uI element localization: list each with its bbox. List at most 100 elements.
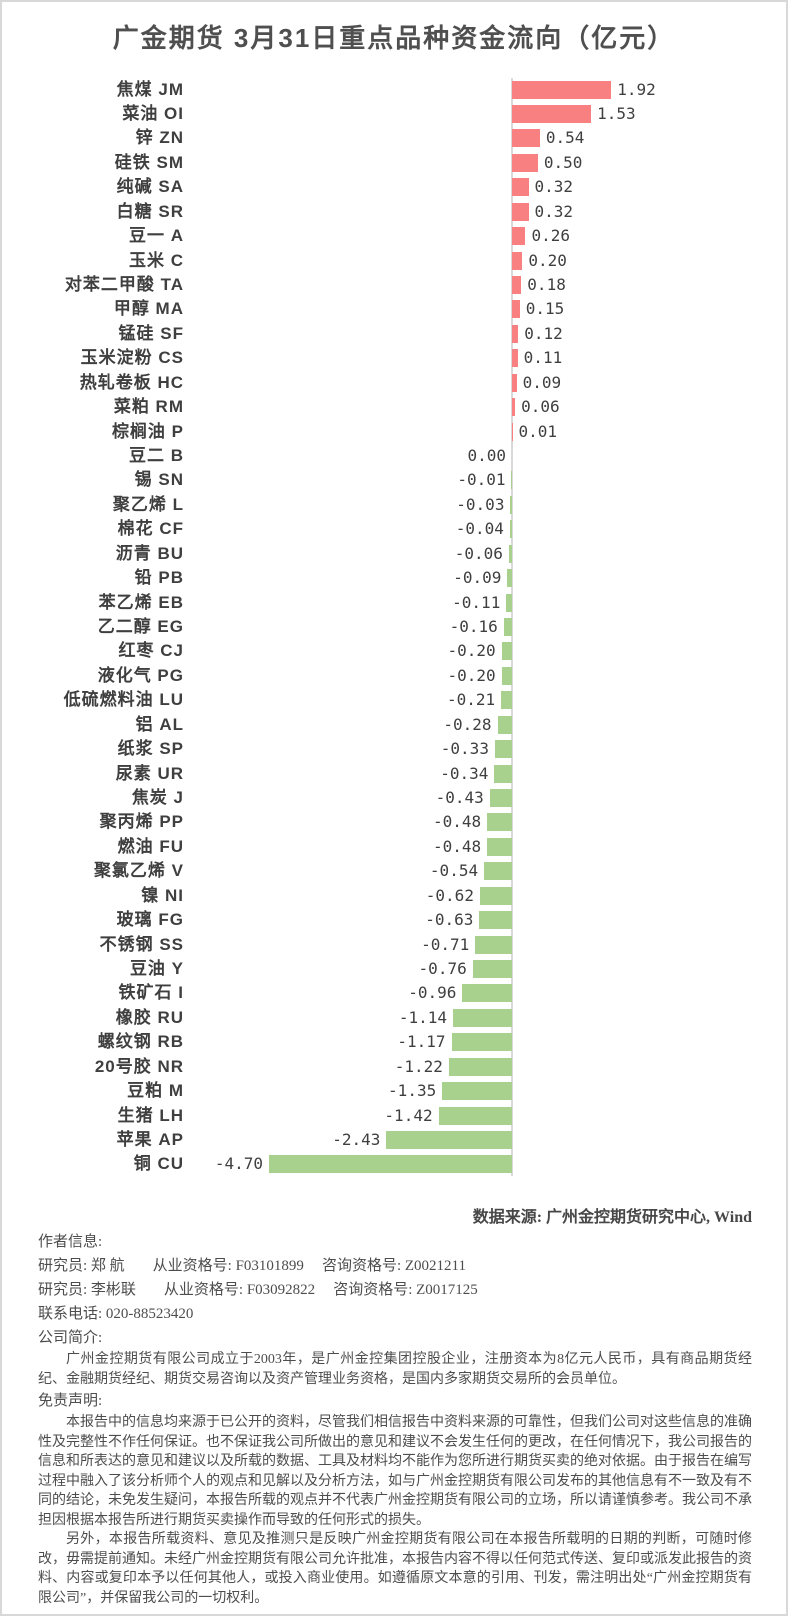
category-label: 甲醇 MA <box>113 299 184 319</box>
bar-negative <box>487 837 512 856</box>
category-label: 苹果 AP <box>116 1129 184 1149</box>
bar-negative <box>484 862 512 881</box>
researcher-line: 研究员: 李彬联 从业资格号: F03092822 咨询资格号: Z0017125 <box>38 1278 752 1302</box>
bar-negative <box>494 764 512 783</box>
category-label: 尿素 UR <box>115 763 184 783</box>
category-label: 菜粕 RM <box>113 397 184 417</box>
value-label: -1.17 <box>397 1032 446 1052</box>
value-label: 0.09 <box>522 372 562 392</box>
category-label: 豆一 A <box>129 226 184 246</box>
bar-negative <box>509 520 512 539</box>
category-label: 铝 AL <box>135 714 184 734</box>
bar-negative <box>507 569 512 588</box>
value-label: -0.43 <box>435 787 484 807</box>
value-label: -0.28 <box>443 714 492 734</box>
value-label: -4.70 <box>214 1154 264 1174</box>
researcher-name: 研究员: 李彬联 <box>38 1282 136 1298</box>
category-label: 铁矿石 I <box>118 983 184 1003</box>
value-label: -0.09 <box>453 568 502 588</box>
advisory-number: 咨询资格号: Z0017125 <box>333 1282 478 1298</box>
value-label: -0.11 <box>452 592 501 612</box>
category-label: 聚丙烯 PP <box>99 812 184 832</box>
company-intro-text: 广州金控期货有限公司成立于2003年，是广州金控集团控股企业，注册资本为8亿元人… <box>38 1352 752 1387</box>
value-label: -1.22 <box>394 1056 443 1076</box>
category-label: 聚乙烯 L <box>112 494 184 514</box>
category-label: 玻璃 FG <box>116 910 184 930</box>
value-label: 0.32 <box>534 201 574 221</box>
value-label: -2.43 <box>332 1129 381 1149</box>
value-label: -0.48 <box>433 812 482 832</box>
category-label: 锡 SN <box>134 470 184 490</box>
category-label: 豆油 Y <box>129 958 184 978</box>
disclaimer-paragraph-2: 另外，本报告所载资料、意见及推测只是反映广州金控期货有限公司在本报告所载明的日期… <box>38 1532 752 1606</box>
category-label: 白糖 SR <box>116 201 184 221</box>
category-label: 硅铁 SM <box>114 152 184 172</box>
footer: 数据来源: 广州金控期货研究中心, Wind 作者信息: 研究员: 郑 航从业资… <box>38 1206 752 1608</box>
bar-positive <box>512 178 529 197</box>
bar-negative <box>506 593 512 612</box>
researcher-name: 研究员: 郑 航 <box>38 1258 125 1274</box>
value-label: -0.76 <box>418 958 467 978</box>
practice-number: 从业资格号: F03092822 <box>163 1282 316 1298</box>
value-label: 0.06 <box>521 397 560 417</box>
data-source-note: 数据来源: 广州金控期货研究中心, Wind <box>472 1209 752 1226</box>
value-label: 0.11 <box>523 348 563 368</box>
value-label: 0.12 <box>524 323 563 343</box>
bar-negative <box>494 740 512 759</box>
category-label: 棉花 CF <box>117 519 184 539</box>
category-label: 液化气 PG <box>97 665 184 685</box>
value-label: 0.54 <box>545 128 585 148</box>
bar-positive <box>512 373 517 392</box>
category-label: 玉米 C <box>129 250 184 270</box>
category-label: 铅 PB <box>134 568 184 588</box>
bar-negative <box>497 715 512 734</box>
category-label: 红枣 CJ <box>118 641 184 661</box>
value-label: -0.06 <box>454 543 503 563</box>
value-label: -0.04 <box>455 519 504 539</box>
practice-number: 从业资格号: F03101899 <box>152 1258 304 1274</box>
bar-positive <box>512 153 538 172</box>
category-label: 乙二醇 EG <box>97 616 184 636</box>
bar-negative <box>503 617 512 636</box>
bar-negative <box>501 642 512 661</box>
value-label: -0.54 <box>429 861 479 881</box>
bar-positive <box>512 227 526 246</box>
value-label: -0.48 <box>433 836 482 856</box>
value-label: 0.18 <box>527 274 566 294</box>
category-label: 锰硅 SF <box>118 323 184 343</box>
value-label: -0.71 <box>421 934 470 954</box>
bar-negative <box>438 1106 512 1125</box>
bar-negative <box>511 471 512 490</box>
category-label: 菜油 OI <box>122 103 184 123</box>
bar-positive <box>512 80 612 99</box>
bar-negative <box>451 1033 512 1052</box>
bar-negative <box>489 788 512 807</box>
disclaimer-header: 免责声明: <box>38 1393 103 1409</box>
zero-axis-line <box>511 77 513 1177</box>
category-label: 豆粕 M <box>127 1081 184 1101</box>
category-label: 纸浆 SP <box>117 739 184 759</box>
value-label: 0.26 <box>531 226 570 246</box>
bar-positive <box>512 202 529 221</box>
category-label: 豆二 B <box>129 445 184 465</box>
category-label: 沥青 BU <box>115 543 184 563</box>
value-label: -0.03 <box>456 494 505 514</box>
value-label: 0.50 <box>543 152 583 172</box>
bar-negative <box>475 935 512 954</box>
category-label: 橡胶 RU <box>115 1007 184 1027</box>
category-label: 镍 NI <box>141 885 184 905</box>
value-label: 0.20 <box>528 250 567 270</box>
bar-positive <box>512 349 518 368</box>
category-label: 棕榈油 P <box>111 421 184 441</box>
value-label: -0.01 <box>457 470 506 490</box>
advisory-number: 咨询资格号: Z0021211 <box>321 1258 466 1274</box>
category-label: 纯碱 SA <box>116 177 184 197</box>
bar-positive <box>512 300 520 319</box>
value-label: -0.63 <box>425 910 474 930</box>
bar-negative <box>472 959 512 978</box>
value-label: -0.34 <box>440 763 489 783</box>
bar-positive <box>512 324 519 343</box>
category-label: 锌 ZN <box>135 128 184 148</box>
category-label: 热轧卷板 HC <box>79 372 184 392</box>
